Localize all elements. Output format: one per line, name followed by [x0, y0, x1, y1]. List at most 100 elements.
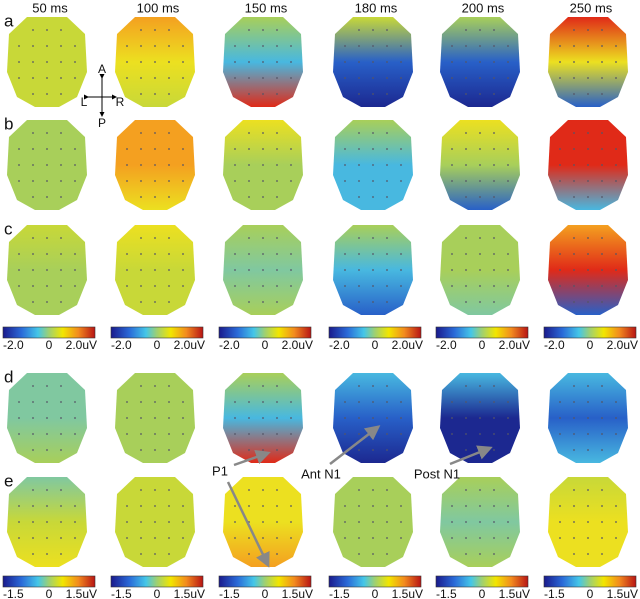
- electrode: [262, 45, 264, 47]
- electrode: [358, 164, 360, 166]
- electrode: [358, 505, 360, 507]
- electrode: [74, 164, 76, 166]
- colorbar-label: 0: [372, 338, 379, 352]
- electrode: [601, 164, 603, 166]
- electrode: [126, 537, 128, 539]
- electrode: [60, 196, 62, 198]
- electrode: [140, 433, 142, 435]
- electrode: [140, 164, 142, 166]
- colorbar-label: 0: [46, 587, 53, 599]
- electrode: [465, 196, 467, 198]
- electrode: [344, 537, 346, 539]
- electrode: [154, 521, 156, 523]
- electrode: [559, 253, 561, 255]
- electrode: [493, 253, 495, 255]
- electrode: [262, 433, 264, 435]
- electrode: [587, 505, 589, 507]
- electrode: [400, 77, 402, 79]
- electrode: [32, 269, 34, 271]
- electrode: [248, 385, 250, 387]
- electrode: [465, 537, 467, 539]
- electrode: [154, 489, 156, 491]
- electrode: [451, 164, 453, 166]
- electrode: [465, 61, 467, 63]
- electrode: [386, 253, 388, 255]
- electrode: [32, 148, 34, 150]
- electrode: [344, 180, 346, 182]
- electrode: [234, 253, 236, 255]
- electrode: [386, 285, 388, 287]
- electrode: [493, 164, 495, 166]
- electrode: [154, 433, 156, 435]
- electrode: [276, 537, 278, 539]
- colorbar-label: 0: [587, 338, 594, 352]
- electrode: [74, 148, 76, 150]
- electrode: [372, 401, 374, 403]
- colorbar-label: -1.5: [219, 587, 240, 599]
- electrode: [479, 537, 481, 539]
- colorbar-label: -1.5: [111, 587, 132, 599]
- electrode: [154, 401, 156, 403]
- electrode: [154, 164, 156, 166]
- electrode: [479, 489, 481, 491]
- electrode: [344, 77, 346, 79]
- orient-label: A: [98, 62, 106, 76]
- electrode: [358, 521, 360, 523]
- electrode: [372, 196, 374, 198]
- electrode: [493, 148, 495, 150]
- colorbar-label: 2.0uV: [499, 338, 530, 352]
- electrode: [386, 553, 388, 555]
- electrode: [276, 196, 278, 198]
- electrode: [358, 553, 360, 555]
- electrode: [290, 417, 292, 419]
- electrode: [615, 537, 617, 539]
- colorbar-label: 1.5uV: [607, 587, 638, 599]
- colorbar-label: -2.0: [219, 338, 240, 352]
- electrode: [140, 269, 142, 271]
- electrode: [344, 269, 346, 271]
- electrode: [372, 237, 374, 239]
- electrode: [276, 237, 278, 239]
- electrode: [372, 301, 374, 303]
- electrode: [386, 164, 388, 166]
- electrode: [248, 401, 250, 403]
- electrode: [451, 417, 453, 419]
- electrode: [168, 29, 170, 31]
- electrode: [126, 61, 128, 63]
- electrode: [573, 449, 575, 451]
- electrode: [615, 269, 617, 271]
- electrode: [493, 180, 495, 182]
- column-header: 50 ms: [32, 0, 68, 15]
- electrode: [573, 237, 575, 239]
- electrode: [60, 29, 62, 31]
- electrode: [60, 93, 62, 95]
- electrode: [46, 148, 48, 150]
- electrode: [168, 449, 170, 451]
- electrode: [587, 237, 589, 239]
- electrode: [358, 45, 360, 47]
- electrode: [344, 433, 346, 435]
- electrode: [46, 45, 48, 47]
- electrode: [32, 521, 34, 523]
- electrode: [168, 401, 170, 403]
- electrode: [507, 401, 509, 403]
- electrode: [358, 29, 360, 31]
- electrode: [573, 489, 575, 491]
- electrode: [507, 537, 509, 539]
- electrode: [587, 301, 589, 303]
- electrode: [400, 148, 402, 150]
- colorbar: [110, 326, 204, 339]
- electrode: [493, 401, 495, 403]
- electrode: [573, 180, 575, 182]
- colorbar: [328, 326, 422, 339]
- colorbar-label: -2.0: [329, 338, 350, 352]
- electrode: [358, 148, 360, 150]
- electrode: [32, 401, 34, 403]
- electrode: [168, 77, 170, 79]
- electrode: [587, 29, 589, 31]
- electrode: [276, 433, 278, 435]
- electrode: [60, 269, 62, 271]
- electrode: [182, 148, 184, 150]
- electrode: [248, 301, 250, 303]
- electrode: [479, 433, 481, 435]
